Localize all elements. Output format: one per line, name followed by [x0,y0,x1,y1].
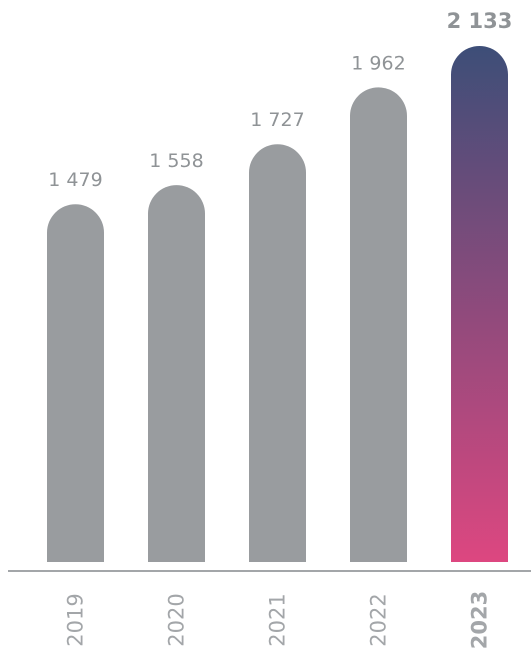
value-label-2021: 1 727 [250,109,304,131]
value-label-2020: 1 558 [149,150,203,172]
bars-group [47,46,508,563]
bar-2020 [148,185,205,562]
value-label-2023: 2 133 [447,9,513,33]
category-label-2023: 2023 [468,591,492,649]
bar-2022 [350,87,407,563]
category-label-2019: 2019 [64,593,88,646]
value-label-2019: 1 479 [48,169,102,191]
value-label-2022: 1 962 [351,52,405,74]
category-label-2022: 2022 [367,593,391,646]
value-labels-group: 1 479 1 558 1 727 1 962 2 133 [48,9,512,191]
category-label-2020: 2020 [165,593,189,646]
bar-2019 [47,204,104,562]
bar-2021 [249,144,306,562]
category-label-2021: 2021 [266,593,290,646]
category-labels-group: 2019 2020 2021 2022 2023 [64,591,492,649]
bar-2023 [451,46,508,562]
